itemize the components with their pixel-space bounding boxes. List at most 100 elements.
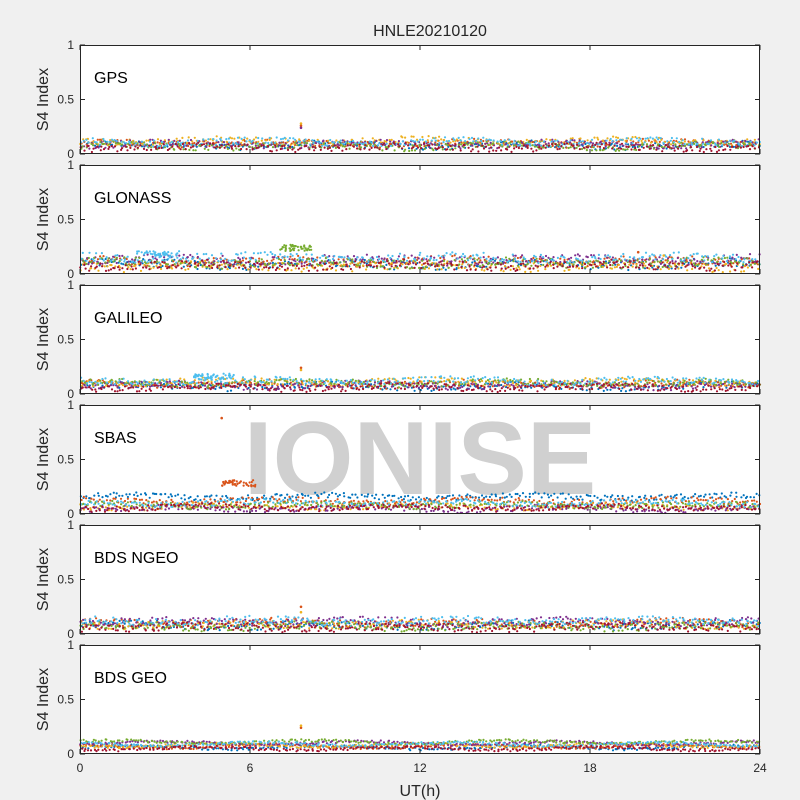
- data-point: [298, 140, 301, 143]
- data-point: [613, 144, 616, 147]
- data-point: [156, 141, 159, 144]
- data-point: [305, 253, 308, 256]
- data-point: [495, 381, 498, 384]
- data-point: [173, 148, 176, 151]
- data-point: [106, 261, 109, 264]
- data-point: [410, 254, 413, 257]
- data-point: [648, 381, 651, 384]
- data-point: [348, 140, 351, 144]
- data-point: [690, 385, 693, 388]
- data-point: [447, 266, 450, 269]
- data-point: [105, 256, 108, 259]
- data-point: [232, 265, 235, 268]
- data-point: [80, 257, 83, 260]
- data-point: [217, 141, 220, 144]
- data-point: [751, 266, 754, 269]
- data-point: [449, 148, 452, 151]
- data-point: [117, 266, 120, 269]
- data-point: [606, 256, 609, 259]
- data-point: [266, 145, 270, 148]
- data-point: [550, 140, 553, 143]
- data-point: [521, 141, 524, 144]
- data-point: [622, 255, 625, 258]
- data-point: [472, 254, 475, 257]
- data-point: [253, 262, 256, 265]
- data-point: [183, 378, 186, 381]
- data-point: [257, 146, 260, 149]
- data-point: [208, 261, 211, 264]
- data-point: [293, 146, 296, 149]
- data-point: [385, 139, 389, 142]
- data-point: [756, 260, 759, 263]
- data-point: [691, 265, 694, 268]
- data-point: [140, 260, 143, 263]
- data-point: [400, 147, 404, 150]
- data-point: [634, 146, 637, 150]
- data-point: [580, 147, 584, 151]
- data-point: [384, 260, 387, 263]
- data-point: [288, 264, 291, 267]
- data-point: [717, 383, 721, 386]
- data-point: [95, 265, 98, 268]
- data-point: [622, 266, 625, 269]
- data-point: [292, 383, 295, 386]
- data-point: [283, 258, 286, 262]
- data-point: [671, 259, 674, 263]
- data-point: [171, 145, 174, 148]
- data-point: [721, 271, 724, 274]
- data-point: [479, 259, 482, 262]
- data-point: [446, 144, 449, 147]
- data-point: [634, 135, 637, 139]
- data-point: [327, 385, 330, 388]
- data-point: [205, 252, 208, 256]
- data-point: [633, 256, 636, 259]
- data-point: [461, 260, 464, 263]
- data-point: [356, 256, 359, 259]
- data-point: [438, 386, 441, 389]
- data-point: [323, 146, 326, 149]
- data-point: [352, 143, 355, 146]
- data-point: [260, 258, 263, 261]
- data-point: [470, 150, 473, 153]
- data-point: [600, 265, 603, 268]
- data-point: [356, 264, 360, 267]
- data-point: [652, 147, 656, 150]
- data-point: [375, 265, 378, 268]
- data-point: [143, 251, 147, 254]
- data-point: [487, 255, 490, 258]
- data-point: [424, 140, 427, 143]
- data-point: [194, 261, 197, 264]
- data-point: [398, 264, 402, 267]
- data-point: [515, 384, 518, 387]
- data-point: [297, 254, 300, 257]
- data-point: [133, 142, 136, 145]
- data-point: [722, 148, 725, 152]
- data-point: [696, 252, 699, 255]
- data-point: [405, 382, 408, 385]
- data-point: [482, 139, 485, 143]
- data-point: [160, 146, 163, 149]
- data-point: [207, 384, 210, 387]
- data-point: [438, 268, 441, 271]
- data-point: [542, 146, 545, 149]
- data-point: [494, 263, 497, 266]
- data-point: [301, 247, 304, 250]
- data-point: [586, 139, 589, 142]
- data-point: [255, 268, 258, 271]
- data-point: [563, 142, 566, 146]
- data-point: [267, 381, 270, 385]
- data-point: [311, 139, 314, 142]
- data-point: [617, 140, 621, 143]
- data-point: [551, 144, 554, 147]
- data-point: [625, 137, 628, 140]
- data-point: [237, 256, 240, 259]
- data-point: [100, 252, 103, 255]
- data-point: [476, 254, 479, 257]
- data-point: [568, 387, 571, 390]
- data-point: [333, 144, 336, 147]
- data-point: [362, 380, 365, 384]
- data-point: [442, 141, 445, 144]
- data-point: [601, 139, 605, 142]
- data-point: [649, 136, 652, 139]
